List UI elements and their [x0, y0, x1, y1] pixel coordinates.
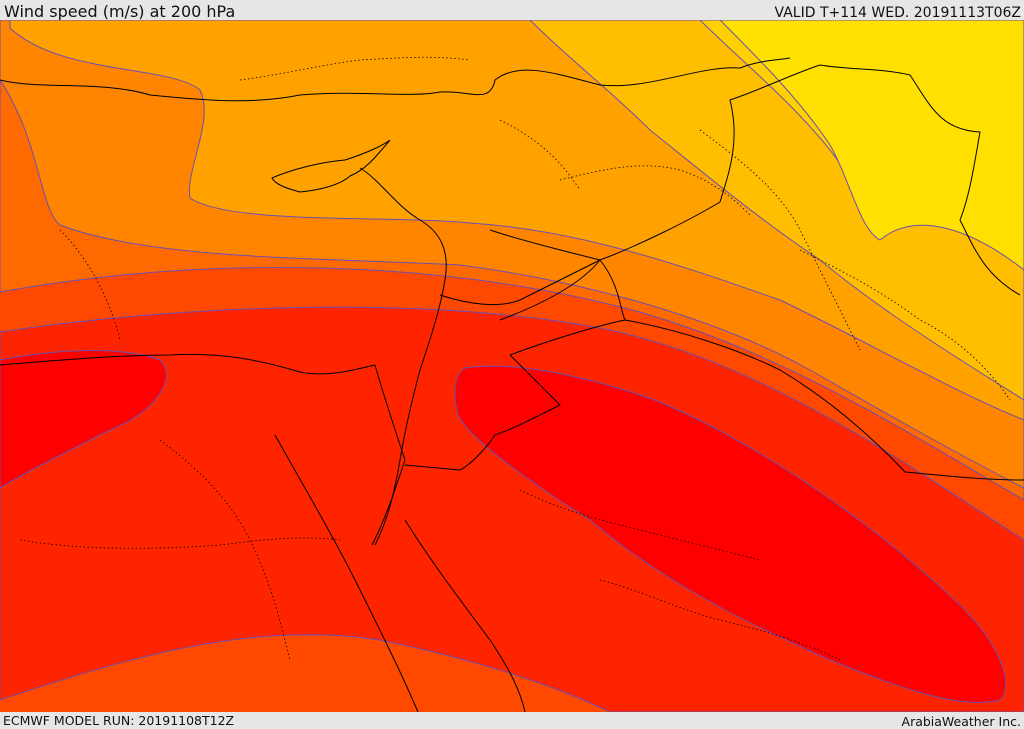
header-bar: Wind speed (m/s) at 200 hPa VALID T+114 … — [0, 0, 1024, 21]
coast-egypt-north — [0, 353, 376, 375]
wind-speed-map[interactable] — [0, 20, 1024, 712]
valid-time: VALID T+114 WED. 20191113T06Z — [774, 5, 1021, 21]
coast-turkey — [0, 57, 791, 102]
border-jordan-east — [404, 354, 561, 471]
footer-bar: ECMWF MODEL RUN: 20191108T12Z ArabiaWeat… — [0, 712, 1024, 729]
coast-levant — [359, 167, 447, 546]
border-jordan-saudi — [439, 259, 601, 306]
jet-core-west — [0, 350, 167, 489]
coast-redsea-west — [274, 434, 419, 712]
province-boundaries — [19, 56, 1011, 661]
credit-label: ArabiaWeather Inc. — [901, 714, 1021, 729]
coast-redsea-east — [404, 519, 526, 712]
model-run-label: ECMWF MODEL RUN: 20191108T12Z — [3, 713, 235, 728]
map-canvas — [0, 20, 1024, 712]
coast-sinai — [371, 364, 406, 546]
map-title: Wind speed (m/s) at 200 hPa — [4, 2, 236, 21]
border-syria-iraq — [499, 201, 721, 321]
border-iran-iraq — [719, 64, 1021, 296]
border-saudi-north — [509, 319, 1024, 481]
band-1-area — [719, 20, 1024, 271]
jet-core-east — [454, 365, 1007, 703]
coast-cyprus — [271, 139, 391, 193]
coastlines — [0, 57, 1024, 712]
